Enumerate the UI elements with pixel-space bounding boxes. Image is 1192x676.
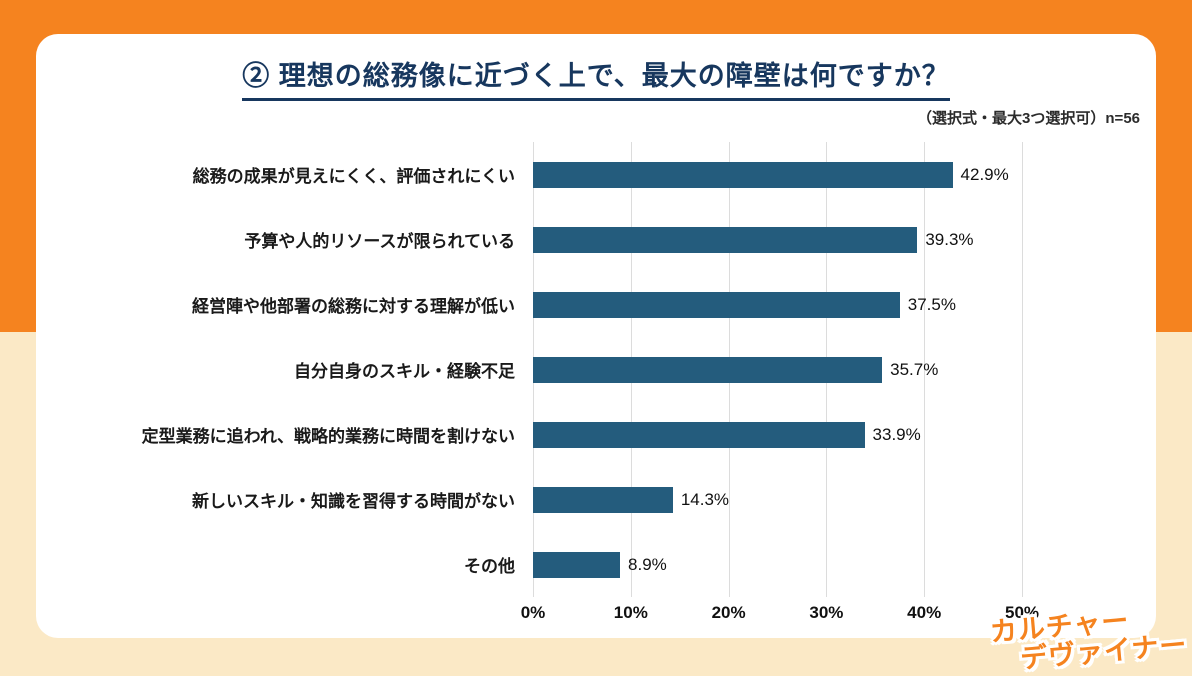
value-label: 42.9%	[960, 164, 1009, 184]
bar-area: 14.3%	[533, 467, 1022, 532]
value-label: 37.5%	[907, 294, 956, 314]
x-tick-label: 20%	[711, 603, 746, 622]
bar	[533, 356, 883, 383]
bar	[533, 551, 621, 578]
x-tick-label: 10%	[613, 603, 648, 622]
x-tick-label: 30%	[809, 603, 844, 622]
chart-card: ② 理想の総務像に近づく上で、最大の障壁は何ですか？ （選択式・最大3つ選択可）…	[36, 34, 1156, 638]
bar-row: 総務の成果が見えにくく、評価されにくい 42.9%	[36, 142, 1156, 207]
value-label: 33.9%	[872, 424, 921, 444]
bar-row: 新しいスキル・知識を習得する時間がない 14.3%	[36, 467, 1156, 532]
bar-area: 8.9%	[533, 532, 1022, 597]
bar-area: 33.9%	[533, 402, 1022, 467]
category-label: 自分自身のスキル・経験不足	[294, 362, 515, 381]
category-label: 予算や人的リソースが限られている	[244, 232, 515, 251]
x-tick-label: 0%	[520, 603, 546, 622]
bar-row: 自分自身のスキル・経験不足 35.7%	[36, 337, 1156, 402]
gridline	[924, 142, 926, 597]
value-label: 14.3%	[680, 489, 730, 509]
survey-note: （選択式・最大3つ選択可）n=56	[917, 110, 1140, 127]
bar-row: その他 8.9%	[36, 532, 1156, 597]
gridline	[1022, 142, 1023, 597]
bar-area: 39.3%	[533, 207, 1022, 272]
value-label: 35.7%	[890, 359, 939, 379]
bar-row: 定型業務に追われ、戦略的業務に時間を割けない 33.9%	[36, 402, 1156, 467]
value-label: 8.9%	[628, 554, 667, 574]
bar-row: 経営陣や他部署の総務に対する理解が低い 37.5%	[36, 272, 1156, 337]
category-label: 定型業務に追われ、戦略的業務に時間を割けない	[141, 427, 515, 446]
category-label: 新しいスキル・知識を習得する時間がない	[192, 492, 515, 511]
bar-rows: 総務の成果が見えにくく、評価されにくい 42.9% 予算や人的リソースが限られている…	[36, 142, 1156, 597]
category-label: 総務の成果が見えにくく、評価されにくい	[192, 167, 515, 186]
x-tick-label: 40%	[907, 603, 942, 622]
bar-area: 35.7%	[533, 337, 1022, 402]
bar	[533, 161, 953, 188]
category-label: その他	[464, 557, 515, 576]
bar	[533, 226, 918, 253]
bar	[533, 421, 865, 448]
bar-row: 予算や人的リソースが限られている 39.3%	[36, 207, 1156, 272]
bar-area: 37.5%	[533, 272, 1022, 337]
category-label: 経営陣や他部署の総務に対する理解が低い	[192, 297, 515, 316]
title-wrap: ② 理想の総務像に近づく上で、最大の障壁は何ですか？	[36, 34, 1156, 101]
bar	[533, 291, 900, 318]
page-title: ② 理想の総務像に近づく上で、最大の障壁は何ですか？	[242, 54, 950, 101]
bar	[533, 486, 673, 513]
x-axis: 0% 10% 20% 30% 40% 50%	[521, 603, 1039, 631]
bar-area: 42.9%	[533, 142, 1022, 207]
x-tick-label: 50%	[1004, 603, 1040, 622]
value-label: 39.3%	[925, 229, 974, 249]
bar-chart: 総務の成果が見えにくく、評価されにくい 42.9% 予算や人的リソースが限られている…	[36, 142, 1156, 597]
